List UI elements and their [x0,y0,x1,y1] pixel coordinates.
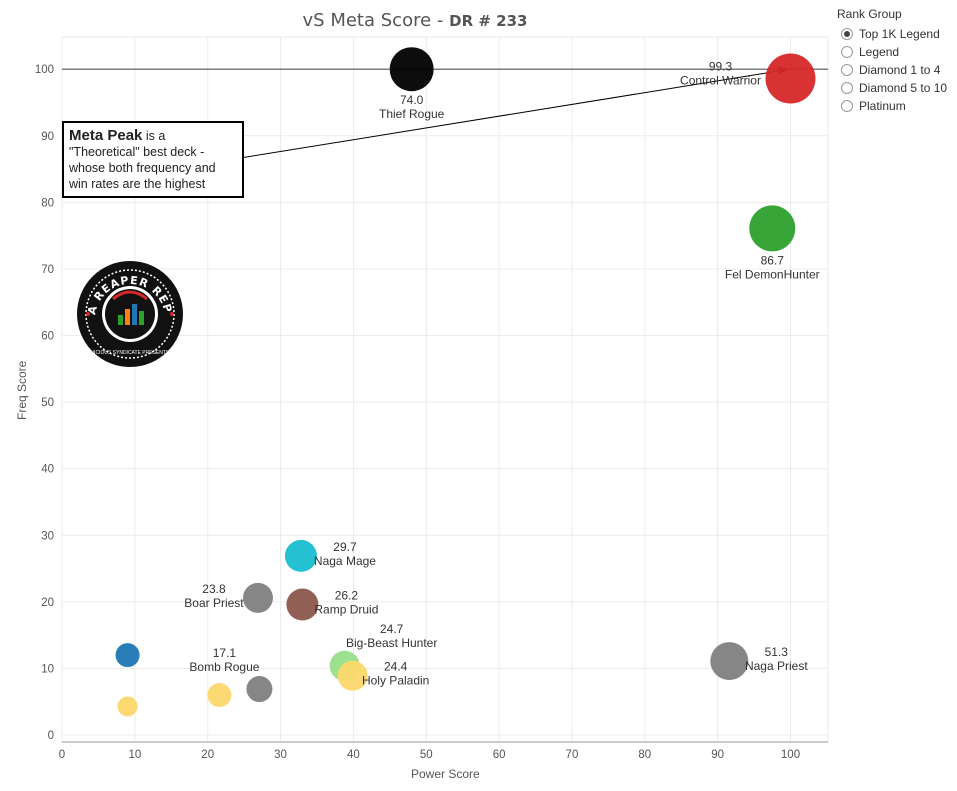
radio-icon[interactable] [841,46,853,58]
point-name-label: Holy Paladin [362,674,429,688]
point-score-label: 51.3 [765,645,789,659]
point-name-label: Boar Priest [184,596,244,610]
x-tick-label: 20 [201,749,214,761]
deck-point [117,696,138,717]
deck-point [710,642,749,681]
deck-point [207,683,232,708]
y-tick-label: 50 [41,397,54,409]
deck-point [389,47,434,92]
x-tick-label: 10 [128,749,141,761]
chart-title-main: vS Meta Score [302,10,432,31]
deck-point [284,539,317,572]
deck-point [115,643,140,668]
y-tick-label: 60 [41,331,54,343]
x-tick-label: 50 [420,749,433,761]
rank-option-diamond-1-4[interactable]: Diamond 1 to 4 [837,61,947,79]
rank-option-platinum[interactable]: Platinum [837,97,947,115]
x-tick-label: 0 [59,749,65,761]
deck-point [749,205,796,252]
y-tick-label: 10 [41,663,54,675]
y-tick-label: 20 [41,597,54,609]
radio-selected-icon[interactable] [841,28,853,40]
x-tick-label: 80 [638,749,651,761]
y-tick-label: 30 [41,530,54,542]
x-tick-label: 40 [347,749,360,761]
y-tick-label: 70 [41,264,54,276]
radio-icon[interactable] [841,82,853,94]
y-tick-label: 40 [41,464,54,476]
logo-subtext: VICIOUS SYNDICATE PRESENTS [91,350,170,356]
rank-option-diamond-5-10[interactable]: Diamond 5 to 10 [837,79,947,97]
rank-option-top-1k-legend[interactable]: Top 1K Legend [837,25,947,43]
y-tick-label: 0 [48,730,54,742]
point-name-label: Thief Rogue [379,107,445,121]
deck-point [765,53,816,104]
point-score-label: 26.2 [335,589,359,603]
deck-point [246,676,273,703]
meta-peak-annotation: Meta Peak is a "Theoretical" best deck -… [62,121,244,198]
point-score-label: 99.3 [709,60,733,74]
point-score-label: 24.4 [384,660,408,674]
point-score-label: 74.0 [400,93,424,107]
rank-option-legend[interactable]: Legend [837,43,947,61]
annotation-bold: Meta Peak [69,127,143,144]
radio-icon[interactable] [841,100,853,112]
point-name-label: Bomb Rogue [189,660,259,674]
point-score-label: 29.7 [333,540,357,554]
rank-group-filter: Rank Group Top 1K Legend Legend Diamond … [837,7,947,115]
point-score-label: 24.7 [380,622,404,636]
data-reaper-logo: DATA REAPER REPORT VICIOUS SYNDICATE PRE… [75,259,183,367]
chart-title: vS Meta Score - DR # 233 [302,10,528,31]
point-score-label: 23.8 [202,582,226,596]
annotation-arrow-line [239,69,783,159]
x-axis-title: Power Score [411,767,480,781]
x-tick-label: 70 [566,749,579,761]
point-name-label: Ramp Druid [314,603,378,617]
point-name-label: Naga Priest [745,659,808,673]
annotation-text: is a "Theoretical" best deck - whose bot… [69,129,216,191]
deck-point [286,588,319,621]
radio-icon[interactable] [841,64,853,76]
point-score-label: 17.1 [213,646,237,660]
x-tick-label: 60 [493,749,506,761]
rank-group-title: Rank Group [837,7,902,21]
point-name-label: Big-Beast Hunter [346,636,437,650]
point-name-label: Fel DemonHunter [725,267,820,281]
point-name-label: Control Warrior [680,74,761,88]
x-tick-label: 100 [781,749,800,761]
y-tick-label: 100 [35,64,54,76]
chart-title-sub: DR # 233 [449,12,528,30]
y-axis-title: Freq Score [15,360,29,420]
point-score-label: 86.7 [761,253,785,267]
x-tick-label: 30 [274,749,287,761]
deck-point [337,660,368,691]
point-name-label: Naga Mage [314,554,376,568]
y-tick-label: 80 [41,197,54,209]
x-tick-label: 90 [711,749,724,761]
deck-point [242,582,273,613]
y-tick-label: 90 [41,131,54,143]
